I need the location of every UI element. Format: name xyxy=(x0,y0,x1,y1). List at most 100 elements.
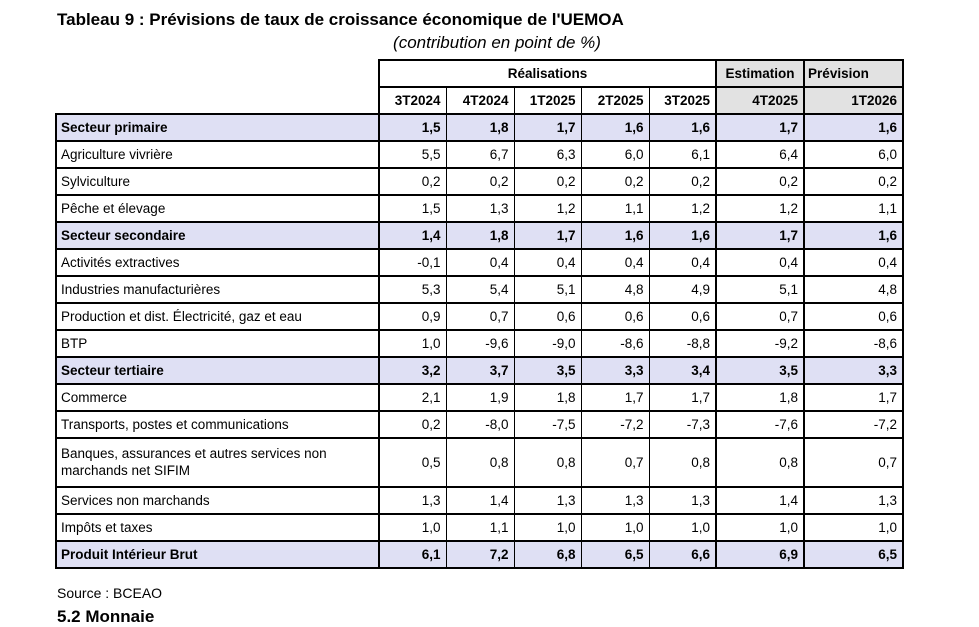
cell-value: 1,8 xyxy=(513,383,582,412)
table-row: Secteur primaire 1,5 1,8 1,7 1,6 1,6 1,7… xyxy=(55,113,905,142)
cell-value: 0,4 xyxy=(445,248,515,277)
cell-value: 0,2 xyxy=(648,167,717,196)
group-header-row: Réalisations Estimation Prévision xyxy=(56,59,905,88)
cell-value: 1,8 xyxy=(715,383,805,412)
column-header-4T2024: 4T2024 xyxy=(445,86,515,115)
row-label: Activités extractives xyxy=(55,248,380,277)
cell-value: 0,2 xyxy=(715,167,805,196)
row-label: Services non marchands xyxy=(55,486,380,515)
cell-value: 1,0 xyxy=(580,513,650,542)
cell-value: -0,1 xyxy=(378,248,447,277)
row-label: Impôts et taxes xyxy=(55,513,380,542)
cell-value: 4,8 xyxy=(803,275,905,304)
cell-value: 1,0 xyxy=(715,513,805,542)
cell-value: 1,1 xyxy=(445,513,515,542)
column-header-3T2024: 3T2024 xyxy=(378,86,447,115)
growth-forecast-table: Réalisations Estimation Prévision 3T2024… xyxy=(55,59,905,569)
cell-value: 6,5 xyxy=(580,540,650,569)
cell-value: 0,7 xyxy=(715,302,805,331)
cell-value: 5,5 xyxy=(378,140,447,169)
row-label: Production et dist. Électricité, gaz et … xyxy=(55,302,380,331)
cell-value: -7,6 xyxy=(715,410,805,439)
cell-value: 1,3 xyxy=(803,486,905,515)
group-header-realisations: Réalisations xyxy=(377,59,717,88)
cell-value: 0,6 xyxy=(803,302,905,331)
clipped-section-heading: 5.2 Monnaie xyxy=(57,607,155,626)
cell-value: 0,2 xyxy=(803,167,905,196)
cell-value: 0,2 xyxy=(513,167,582,196)
cell-value: 6,5 xyxy=(803,540,905,569)
column-header-1T2025: 1T2025 xyxy=(513,86,582,115)
cell-value: 4,9 xyxy=(648,275,717,304)
cell-value: 3,2 xyxy=(378,356,447,385)
cell-value: -9,0 xyxy=(513,329,582,358)
table-subtitle: (contribution en point de %) xyxy=(393,33,601,52)
table-row: Banques, assurances et autres services n… xyxy=(55,437,905,488)
table-row: Produit Intérieur Brut 6,1 7,2 6,8 6,5 6… xyxy=(55,540,905,569)
cell-value: 6,7 xyxy=(445,140,515,169)
column-header-3T2025: 3T2025 xyxy=(648,86,717,115)
cell-value: 0,4 xyxy=(580,248,650,277)
cell-value: 0,7 xyxy=(580,437,650,488)
cell-value: 1,6 xyxy=(648,113,717,142)
cell-value: 1,3 xyxy=(580,486,650,515)
cell-value: 2,1 xyxy=(378,383,447,412)
cell-value: 0,2 xyxy=(378,167,447,196)
cell-value: 0,4 xyxy=(803,248,905,277)
cell-value: 1,8 xyxy=(445,221,515,250)
cell-value: 0,2 xyxy=(580,167,650,196)
cell-value: -7,2 xyxy=(803,410,905,439)
cell-value: 1,4 xyxy=(445,486,515,515)
group-header-estimation: Estimation xyxy=(715,59,805,88)
cell-value: 0,6 xyxy=(580,302,650,331)
table-row: Secteur tertiaire 3,2 3,7 3,5 3,3 3,4 3,… xyxy=(55,356,905,385)
cell-value: 1,7 xyxy=(715,221,805,250)
table-body: Secteur primaire 1,5 1,8 1,7 1,6 1,6 1,7… xyxy=(55,113,905,569)
row-label: Agriculture vivrière xyxy=(55,140,380,169)
cell-value: 0,7 xyxy=(445,302,515,331)
source-note: Source : BCEAO xyxy=(57,585,163,601)
cell-value: 1,0 xyxy=(378,513,447,542)
cell-value: 0,9 xyxy=(378,302,447,331)
cell-value: 6,6 xyxy=(648,540,717,569)
cell-value: 0,2 xyxy=(445,167,515,196)
table-row: Services non marchands 1,3 1,4 1,3 1,3 1… xyxy=(55,486,905,515)
cell-value: 1,6 xyxy=(803,113,905,142)
cell-value: 1,1 xyxy=(803,194,905,223)
row-label: Industries manufacturières xyxy=(55,275,380,304)
cell-value: 0,7 xyxy=(803,437,905,488)
cell-value: 5,1 xyxy=(513,275,582,304)
empty-corner-cell xyxy=(56,60,379,87)
cell-value: 5,4 xyxy=(445,275,515,304)
cell-value: -7,5 xyxy=(513,410,582,439)
table-row: BTP 1,0 -9,6 -9,0 -8,6 -8,8 -9,2 -8,6 xyxy=(55,329,905,358)
cell-value: 1,2 xyxy=(648,194,717,223)
cell-value: 3,4 xyxy=(648,356,717,385)
cell-value: 1,7 xyxy=(513,221,582,250)
cell-value: -9,2 xyxy=(715,329,805,358)
group-header-prevision: Prévision xyxy=(803,59,905,88)
empty-corner-cell xyxy=(56,87,379,114)
cell-value: 0,6 xyxy=(648,302,717,331)
cell-value: 3,3 xyxy=(580,356,650,385)
cell-value: 1,9 xyxy=(445,383,515,412)
cell-value: 0,8 xyxy=(445,437,515,488)
row-label: Secteur secondaire xyxy=(55,221,380,250)
cell-value: 1,2 xyxy=(513,194,582,223)
table-row: Agriculture vivrière 5,5 6,7 6,3 6,0 6,1… xyxy=(55,140,905,169)
cell-value: 0,4 xyxy=(513,248,582,277)
cell-value: 6,1 xyxy=(648,140,717,169)
cell-value: 1,4 xyxy=(378,221,447,250)
cell-value: -9,6 xyxy=(445,329,515,358)
row-label: Sylviculture xyxy=(55,167,380,196)
column-header-1T2026: 1T2026 xyxy=(803,86,905,115)
cell-value: 0,8 xyxy=(715,437,805,488)
cell-value: -8,8 xyxy=(648,329,717,358)
cell-value: 1,7 xyxy=(648,383,717,412)
cell-value: 1,6 xyxy=(648,221,717,250)
cell-value: -8,6 xyxy=(803,329,905,358)
table-title: Tableau 9 : Prévisions de taux de croiss… xyxy=(57,10,624,29)
cell-value: 0,6 xyxy=(513,302,582,331)
cell-value: 6,9 xyxy=(715,540,805,569)
quarter-header-row: 3T2024 4T2024 1T2025 2T2025 3T2025 4T202… xyxy=(56,86,905,115)
